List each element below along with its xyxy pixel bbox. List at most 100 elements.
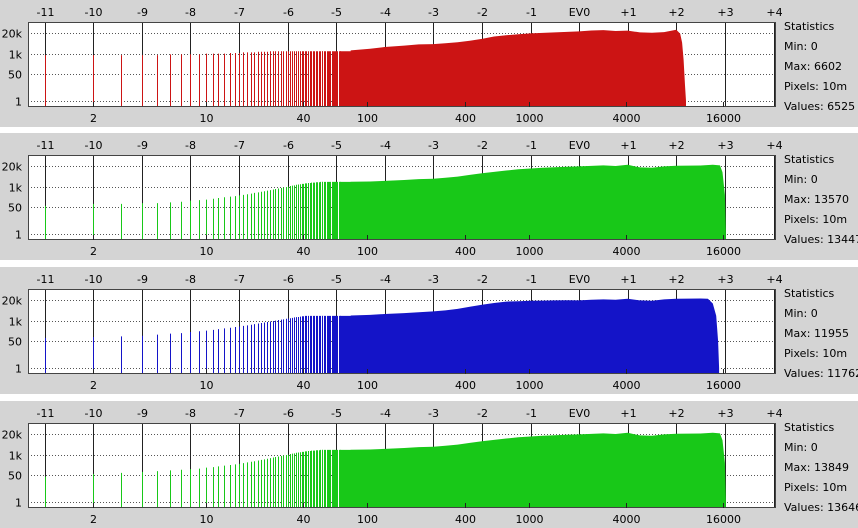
y-tick-label: 50 [8,470,22,483]
y-tick-label: 1k [9,316,23,329]
ev-tick-label: -11 [37,6,55,19]
ev-tick-label: -2 [477,407,488,420]
plot-border [28,22,776,107]
statistics-max: Max: 11955 [784,327,849,340]
value-tick-label: 100 [357,513,378,526]
value-tick-label: 4000 [613,245,641,258]
ev-tick-label: -3 [428,139,439,152]
ev-tick-label: -5 [331,139,342,152]
histogram-area [350,432,726,508]
statistics-title: Statistics [784,20,835,33]
histogram-chart-red: 20k 1k 50 1 -11 -10 -9 -8 -7 -6 -5 -4 -3 -2 -1 EV0 +1 +2 +… [2,6,783,125]
ev-tick-label: -10 [85,273,103,286]
ev-tick-label: -1 [526,273,537,286]
statistics-max: Max: 6602 [784,60,842,73]
y-tick-label: 1k [9,49,23,62]
ev-tick-label: -4 [380,407,391,420]
value-tick-label: 40 [297,112,311,125]
ev-tick-label: -6 [283,273,294,286]
ev-tick-label: +3 [717,139,733,152]
ev-tick-label: -8 [185,407,196,420]
statistics-min: Min: 0 [784,441,818,454]
ev-tick-label: -10 [85,407,103,420]
value-tick-label: 1000 [516,245,544,258]
value-tick-label: 40 [297,513,311,526]
statistics-max: Max: 13570 [784,193,849,206]
value-tick-label: 1000 [516,379,544,392]
y-tick-label: 50 [8,336,22,349]
value-tick-label: 2 [90,379,97,392]
value-tick-label: 2 [90,245,97,258]
ev-tick-label: +1 [620,6,636,19]
statistics-values: Values: 11762 [784,367,858,380]
ev-tick-label: +1 [620,407,636,420]
y-tick-label: 1 [15,229,22,242]
value-tick-label: 16000 [706,245,741,258]
ev-tick-label: -1 [526,6,537,19]
ev-tick-label: -8 [185,139,196,152]
value-tick-label: 16000 [706,112,741,125]
value-tick-label: 10 [200,379,214,392]
value-tick-label: 4000 [613,379,641,392]
plot-border [28,289,776,374]
ev-tick-label: -9 [137,139,148,152]
value-tick-label: 400 [455,513,476,526]
value-tick-label: 10 [200,112,214,125]
ev-tick-label: -1 [526,407,537,420]
ev-tick-label: -10 [85,139,103,152]
ev-tick-label: +4 [766,139,782,152]
y-tick-label: 1k [9,182,23,195]
ev-tick-label: EV0 [569,6,590,19]
value-tick-label: 2 [90,513,97,526]
value-tick-label: 400 [455,379,476,392]
ev-tick-label: -5 [331,407,342,420]
value-tick-label: 4000 [613,112,641,125]
y-tick-label: 20k [2,28,23,41]
ev-tick-label: +4 [766,407,782,420]
ev-tick-label: -2 [477,6,488,19]
plot-border [28,155,776,240]
statistics-title: Statistics [784,421,835,434]
ev-tick-label: -5 [331,273,342,286]
statistics-values: Values: 13447 [784,233,858,246]
value-tick-label: 40 [297,245,311,258]
ev-tick-label: -3 [428,273,439,286]
histogram-panel-green: 20k 1k 50 1 -11 -10 -9 -8 -7 -6 -5 -4 -3 -2 -1 EV0 +1 +2 +… [0,133,858,260]
value-tick-label: 100 [357,379,378,392]
value-tick-label: 2 [90,112,97,125]
y-tick-label: 50 [8,202,22,215]
ev-tick-label: -2 [477,273,488,286]
ev-tick-label: +3 [717,6,733,19]
ev-tick-label: +2 [668,273,684,286]
ev-tick-label: EV0 [569,139,590,152]
statistics-title: Statistics [784,153,835,166]
value-tick-label: 1000 [516,112,544,125]
ev-tick-label: -8 [185,6,196,19]
ev-tick-label: -6 [283,407,294,420]
histogram-area [350,164,726,240]
ev-tick-label: +1 [620,273,636,286]
ev-tick-label: -11 [37,407,55,420]
value-tick-label: 40 [297,379,311,392]
value-tick-label: 4000 [613,513,641,526]
ev-tick-label: +2 [668,407,684,420]
y-tick-label: 20k [2,295,23,308]
ev-tick-label: -1 [526,139,537,152]
ev-tick-label: -9 [137,6,148,19]
ev-tick-label: -3 [428,6,439,19]
value-tick-label: 10 [200,245,214,258]
statistics-title: Statistics [784,287,835,300]
ev-tick-label: -11 [37,139,55,152]
ev-tick-label: +2 [668,6,684,19]
ev-tick-label: +3 [717,407,733,420]
ev-tick-label: -9 [137,407,148,420]
value-tick-label: 16000 [706,513,741,526]
ev-tick-label: -5 [331,6,342,19]
ev-tick-label: -6 [283,6,294,19]
y-tick-label: 20k [2,429,23,442]
y-tick-label: 1 [15,96,22,109]
ev-tick-label: -7 [234,6,245,19]
value-tick-label: 1000 [516,513,544,526]
ev-tick-label: +1 [620,139,636,152]
ev-tick-label: -9 [137,273,148,286]
